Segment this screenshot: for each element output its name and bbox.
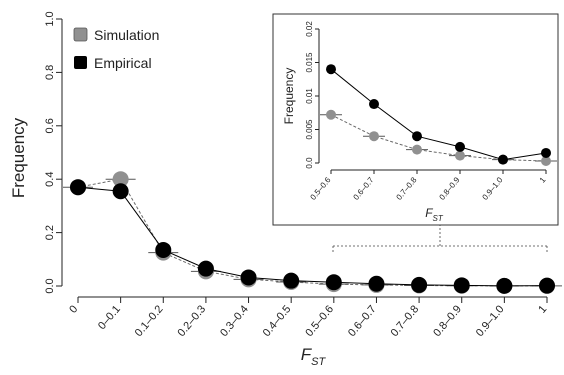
main-empirical-point xyxy=(70,179,86,196)
legend-swatch-simulation xyxy=(73,27,88,42)
main-y-tick-label: 0.8 xyxy=(44,65,56,80)
main-simulation-point xyxy=(112,171,129,188)
main-x-tick-label: 0.7–0.8 xyxy=(389,303,422,339)
main-y-tick-label: 0.0 xyxy=(44,278,56,293)
inset-simulation-point xyxy=(412,144,422,155)
main-empirical-point xyxy=(240,269,257,286)
main-empirical-point xyxy=(325,274,342,291)
main-empirical-point xyxy=(539,277,555,294)
inset-simulation-point xyxy=(541,155,551,166)
inset-y-tick-label: 0.01 xyxy=(305,88,314,104)
main-x-ticks: 0 0–0.1 0.1–0.2 0.2–0.3 0.3–0.4 0.4–0.5 0.5–0.… xyxy=(67,297,549,339)
main-empirical-point xyxy=(197,260,214,277)
inset-y-tick-label: 0.015 xyxy=(305,52,314,73)
main-y-ticks: 0.0 0.2 0.4 0.6 0.8 1.0 xyxy=(44,11,62,294)
main-y-axis-title: Frequency xyxy=(9,117,28,198)
main-y-tick-label: 0.2 xyxy=(44,225,56,240)
main-y-tick-label: 0.4 xyxy=(44,172,56,187)
main-x-tick-label: 0–0.1 xyxy=(96,303,123,332)
inset-simulation-point xyxy=(326,109,336,120)
legend-swatch-empirical xyxy=(74,56,87,69)
main-x-tick-label: 0.1–0.2 xyxy=(133,303,166,339)
inset-y-ticks: 0.0 0.005 0.01 0.015 0.02 xyxy=(305,21,319,169)
inset-empirical-point xyxy=(326,64,336,75)
main-empirical-point xyxy=(453,277,470,294)
inset-series xyxy=(320,64,557,166)
main-y-tick-label: 1.0 xyxy=(44,11,56,26)
inset-empirical-point xyxy=(369,99,379,110)
legend-label-empirical: Empirical xyxy=(94,55,152,71)
main-x-tick-label: 0.6–0.7 xyxy=(346,303,379,339)
main-empirical-point xyxy=(496,277,513,294)
main-x-tick-label: 0.3–0.4 xyxy=(218,303,251,339)
inset-y-axis-title: Frequency xyxy=(282,68,296,125)
inset-x-axis-title: FST xyxy=(425,206,444,223)
main-x-tick-label: 0.8–0.9 xyxy=(431,303,464,339)
main-x-tick-label: 0 xyxy=(67,303,80,315)
main-x-tick-label: 0.9–1.0 xyxy=(474,303,507,339)
inset-x-tick-label: 1 xyxy=(538,175,548,185)
inset-y-tick-label: 0.005 xyxy=(305,119,314,140)
inset-empirical-point xyxy=(498,154,508,165)
main-x-tick-label: 0.4–0.5 xyxy=(261,303,294,339)
legend-label-simulation: Simulation xyxy=(94,27,159,43)
main-x-axis-title: FST xyxy=(301,345,327,368)
legend: Simulation Empirical xyxy=(73,27,159,71)
inset-empirical-point xyxy=(541,147,551,158)
inset-simulation-point xyxy=(369,131,379,142)
main-x-tick-label: 0.2–0.3 xyxy=(175,303,208,339)
main-empirical-point xyxy=(368,275,385,292)
main-x-tick-label: 1 xyxy=(536,303,549,315)
main-empirical-point xyxy=(112,183,129,200)
main-simulation-line xyxy=(77,178,548,287)
inset-simulation-point xyxy=(455,150,465,161)
main-series xyxy=(63,171,562,294)
main-y-tick-label: 0.6 xyxy=(44,118,56,133)
inset-empirical-point xyxy=(455,141,465,152)
inset-bracket xyxy=(332,224,548,254)
main-empirical-point xyxy=(411,276,428,293)
inset-empirical-line xyxy=(330,68,547,161)
inset-y-tick-label: 0.0 xyxy=(305,157,314,169)
inset-y-tick-label: 0.02 xyxy=(305,21,314,37)
inset-frame xyxy=(272,13,559,226)
main-x-tick-label: 0.5–0.6 xyxy=(303,303,336,339)
inset-empirical-point xyxy=(412,131,422,142)
main-empirical-point xyxy=(283,272,300,289)
main-empirical-point xyxy=(155,241,172,258)
